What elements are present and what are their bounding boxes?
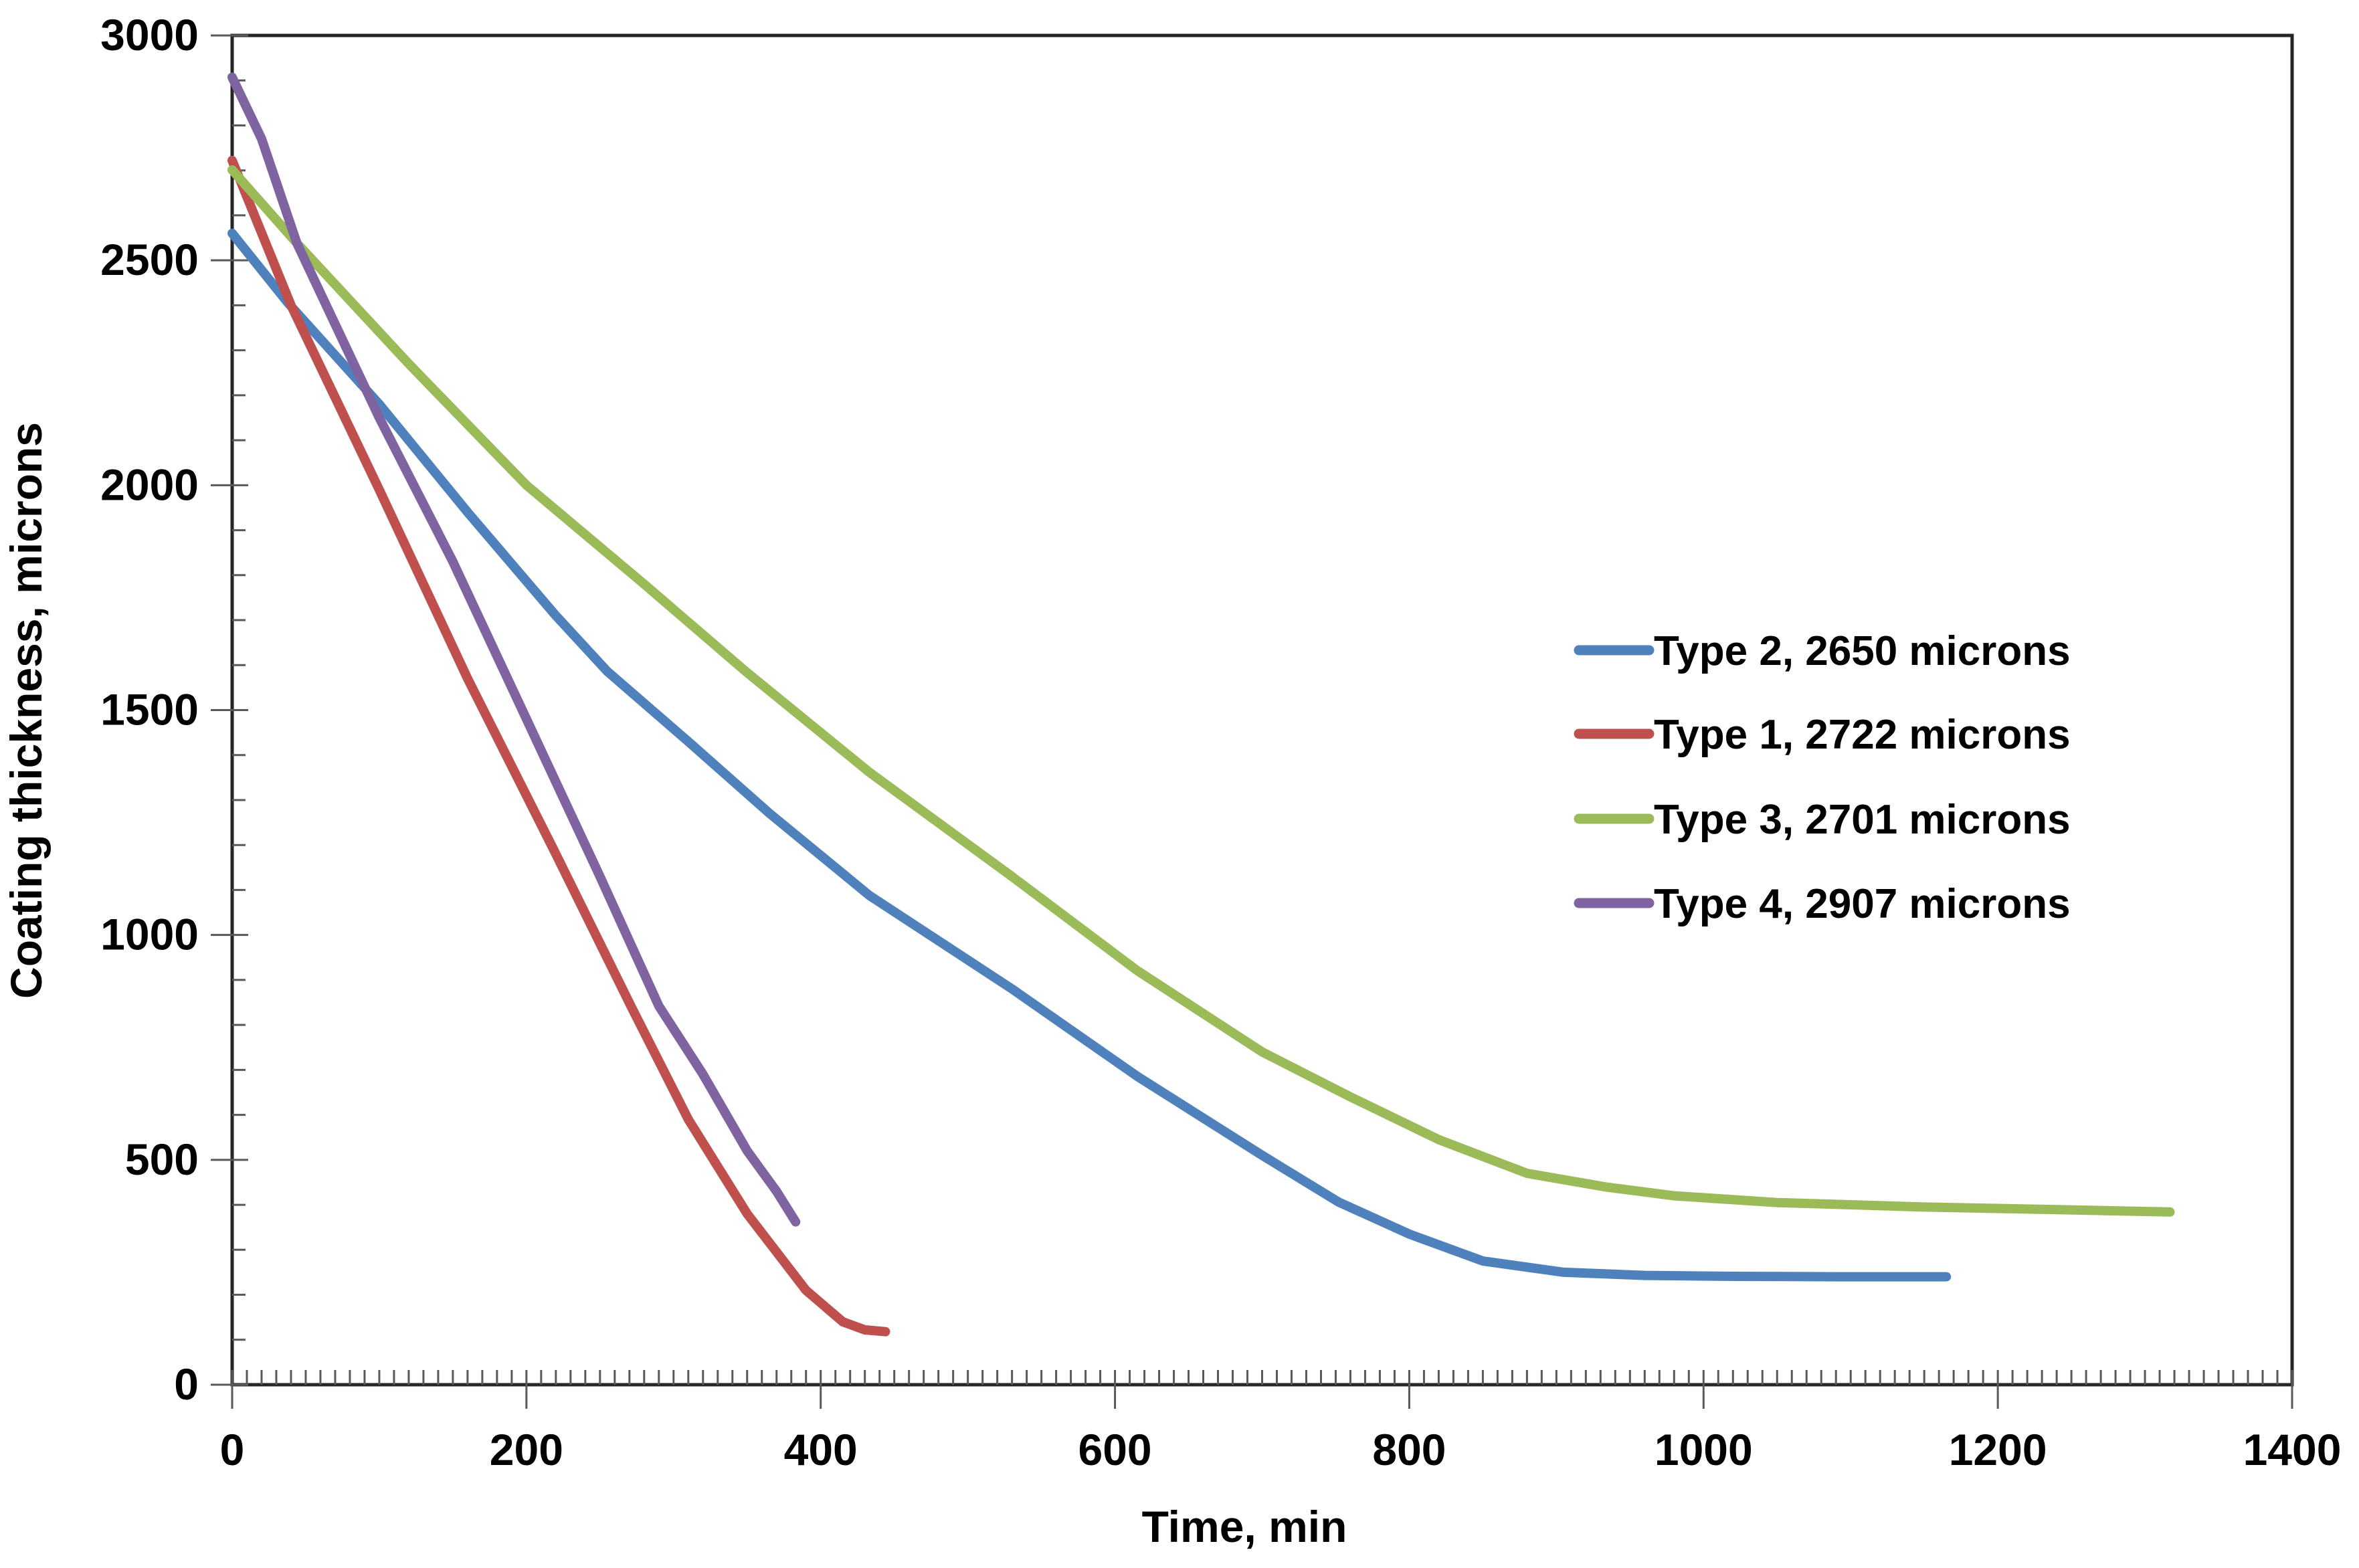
legend-label: Type 2, 2650 microns [1654, 628, 2071, 674]
y-tick-label: 2000 [100, 460, 199, 509]
y-tick-label: 3000 [100, 10, 199, 60]
legend-item: Type 3, 2701 microns [1574, 797, 2071, 843]
y-tick-label: 2500 [100, 235, 199, 284]
x-tick-label: 1000 [1655, 1425, 1753, 1474]
axis-ticks [211, 34, 2293, 1409]
series-line-1 [227, 228, 1952, 1282]
y-tick-label: 1000 [100, 910, 199, 959]
plot-border [230, 33, 2294, 1387]
series-line-2 [227, 155, 890, 1337]
axis-tick-labels: 0 500 1000 1500 2000 2500 3000 0 200 400 600 800 100… [100, 10, 2341, 1474]
series-line-3 [227, 165, 2175, 1217]
series-lines [227, 72, 2175, 1337]
y-tick-label: 1500 [100, 685, 199, 734]
x-tick-label: 600 [1078, 1425, 1152, 1474]
x-tick-label: 1400 [2243, 1425, 2342, 1474]
legend: Type 2, 2650 microns Type 1, 2722 micron… [1574, 628, 2071, 927]
legend-item: Type 1, 2722 microns [1574, 712, 2071, 758]
y-tick-label: 0 [174, 1359, 199, 1409]
x-tick-label: 1200 [1949, 1425, 2047, 1474]
legend-label: Type 1, 2722 microns [1654, 712, 2071, 758]
x-tick-label: 400 [784, 1425, 858, 1474]
plot-frame [230, 33, 2294, 1387]
legend-label: Type 3, 2701 microns [1654, 797, 2071, 843]
legend-item: Type 4, 2907 microns [1574, 881, 2071, 927]
x-tick-label: 800 [1372, 1425, 1446, 1474]
x-tick-label: 200 [490, 1425, 563, 1474]
legend-item: Type 2, 2650 microns [1574, 628, 2071, 674]
y-axis-title: Coating thickness, microns [1, 422, 51, 999]
legend-label: Type 4, 2907 microns [1654, 881, 2071, 927]
x-tick-label: 0 [220, 1425, 245, 1474]
series-line-4 [227, 72, 801, 1227]
y-tick-label: 500 [125, 1135, 199, 1184]
x-axis-title: Time, min [1142, 1502, 1347, 1551]
